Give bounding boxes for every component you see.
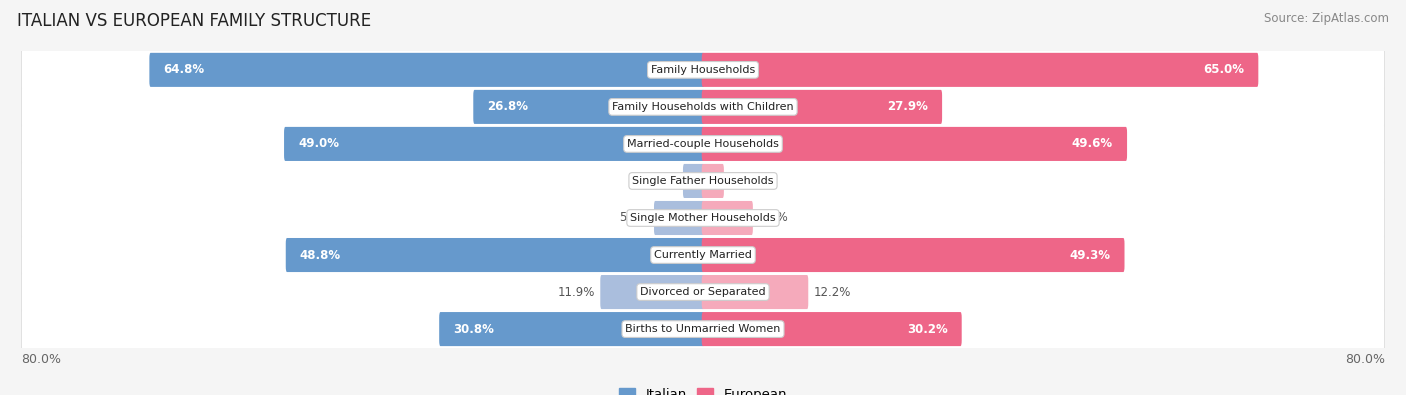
FancyBboxPatch shape — [702, 127, 1128, 161]
Text: ITALIAN VS EUROPEAN FAMILY STRUCTURE: ITALIAN VS EUROPEAN FAMILY STRUCTURE — [17, 12, 371, 30]
FancyBboxPatch shape — [285, 238, 704, 272]
Text: 64.8%: 64.8% — [163, 63, 204, 76]
FancyBboxPatch shape — [654, 201, 704, 235]
FancyBboxPatch shape — [18, 115, 1388, 173]
FancyBboxPatch shape — [702, 275, 808, 309]
FancyBboxPatch shape — [18, 300, 1388, 358]
Text: Family Households: Family Households — [651, 65, 755, 75]
Text: 5.7%: 5.7% — [758, 211, 789, 224]
Text: Married-couple Households: Married-couple Households — [627, 139, 779, 149]
Text: 49.3%: 49.3% — [1070, 248, 1111, 261]
Text: Births to Unmarried Women: Births to Unmarried Women — [626, 324, 780, 334]
Text: 12.2%: 12.2% — [814, 286, 851, 299]
FancyBboxPatch shape — [18, 152, 1388, 210]
FancyBboxPatch shape — [22, 194, 1384, 242]
Text: 80.0%: 80.0% — [21, 353, 60, 366]
FancyBboxPatch shape — [22, 268, 1384, 316]
Text: Currently Married: Currently Married — [654, 250, 752, 260]
Text: 26.8%: 26.8% — [488, 100, 529, 113]
FancyBboxPatch shape — [702, 164, 724, 198]
FancyBboxPatch shape — [702, 90, 942, 124]
Text: 2.3%: 2.3% — [730, 175, 759, 188]
FancyBboxPatch shape — [22, 305, 1384, 353]
FancyBboxPatch shape — [149, 53, 704, 87]
Text: Source: ZipAtlas.com: Source: ZipAtlas.com — [1264, 12, 1389, 25]
FancyBboxPatch shape — [18, 41, 1388, 99]
FancyBboxPatch shape — [600, 275, 704, 309]
FancyBboxPatch shape — [702, 312, 962, 346]
Text: 2.2%: 2.2% — [648, 175, 678, 188]
FancyBboxPatch shape — [18, 226, 1388, 284]
Text: 27.9%: 27.9% — [887, 100, 928, 113]
Text: 11.9%: 11.9% — [557, 286, 595, 299]
Text: 49.0%: 49.0% — [298, 137, 339, 150]
Text: 48.8%: 48.8% — [299, 248, 340, 261]
Text: 80.0%: 80.0% — [1346, 353, 1385, 366]
Text: 49.6%: 49.6% — [1071, 137, 1114, 150]
FancyBboxPatch shape — [22, 157, 1384, 205]
FancyBboxPatch shape — [22, 231, 1384, 279]
Text: 65.0%: 65.0% — [1204, 63, 1244, 76]
FancyBboxPatch shape — [22, 120, 1384, 167]
Text: 30.8%: 30.8% — [453, 323, 494, 336]
FancyBboxPatch shape — [18, 189, 1388, 247]
FancyBboxPatch shape — [22, 83, 1384, 131]
FancyBboxPatch shape — [439, 312, 704, 346]
Legend: Italian, European: Italian, European — [613, 383, 793, 395]
Text: Divorced or Separated: Divorced or Separated — [640, 287, 766, 297]
Text: Single Mother Households: Single Mother Households — [630, 213, 776, 223]
FancyBboxPatch shape — [474, 90, 704, 124]
FancyBboxPatch shape — [702, 201, 752, 235]
Text: 5.6%: 5.6% — [619, 211, 648, 224]
FancyBboxPatch shape — [22, 46, 1384, 94]
Text: Single Father Households: Single Father Households — [633, 176, 773, 186]
FancyBboxPatch shape — [18, 78, 1388, 136]
Text: 30.2%: 30.2% — [907, 323, 948, 336]
FancyBboxPatch shape — [683, 164, 704, 198]
FancyBboxPatch shape — [18, 263, 1388, 321]
FancyBboxPatch shape — [284, 127, 704, 161]
FancyBboxPatch shape — [702, 53, 1258, 87]
Text: Family Households with Children: Family Households with Children — [612, 102, 794, 112]
FancyBboxPatch shape — [702, 238, 1125, 272]
